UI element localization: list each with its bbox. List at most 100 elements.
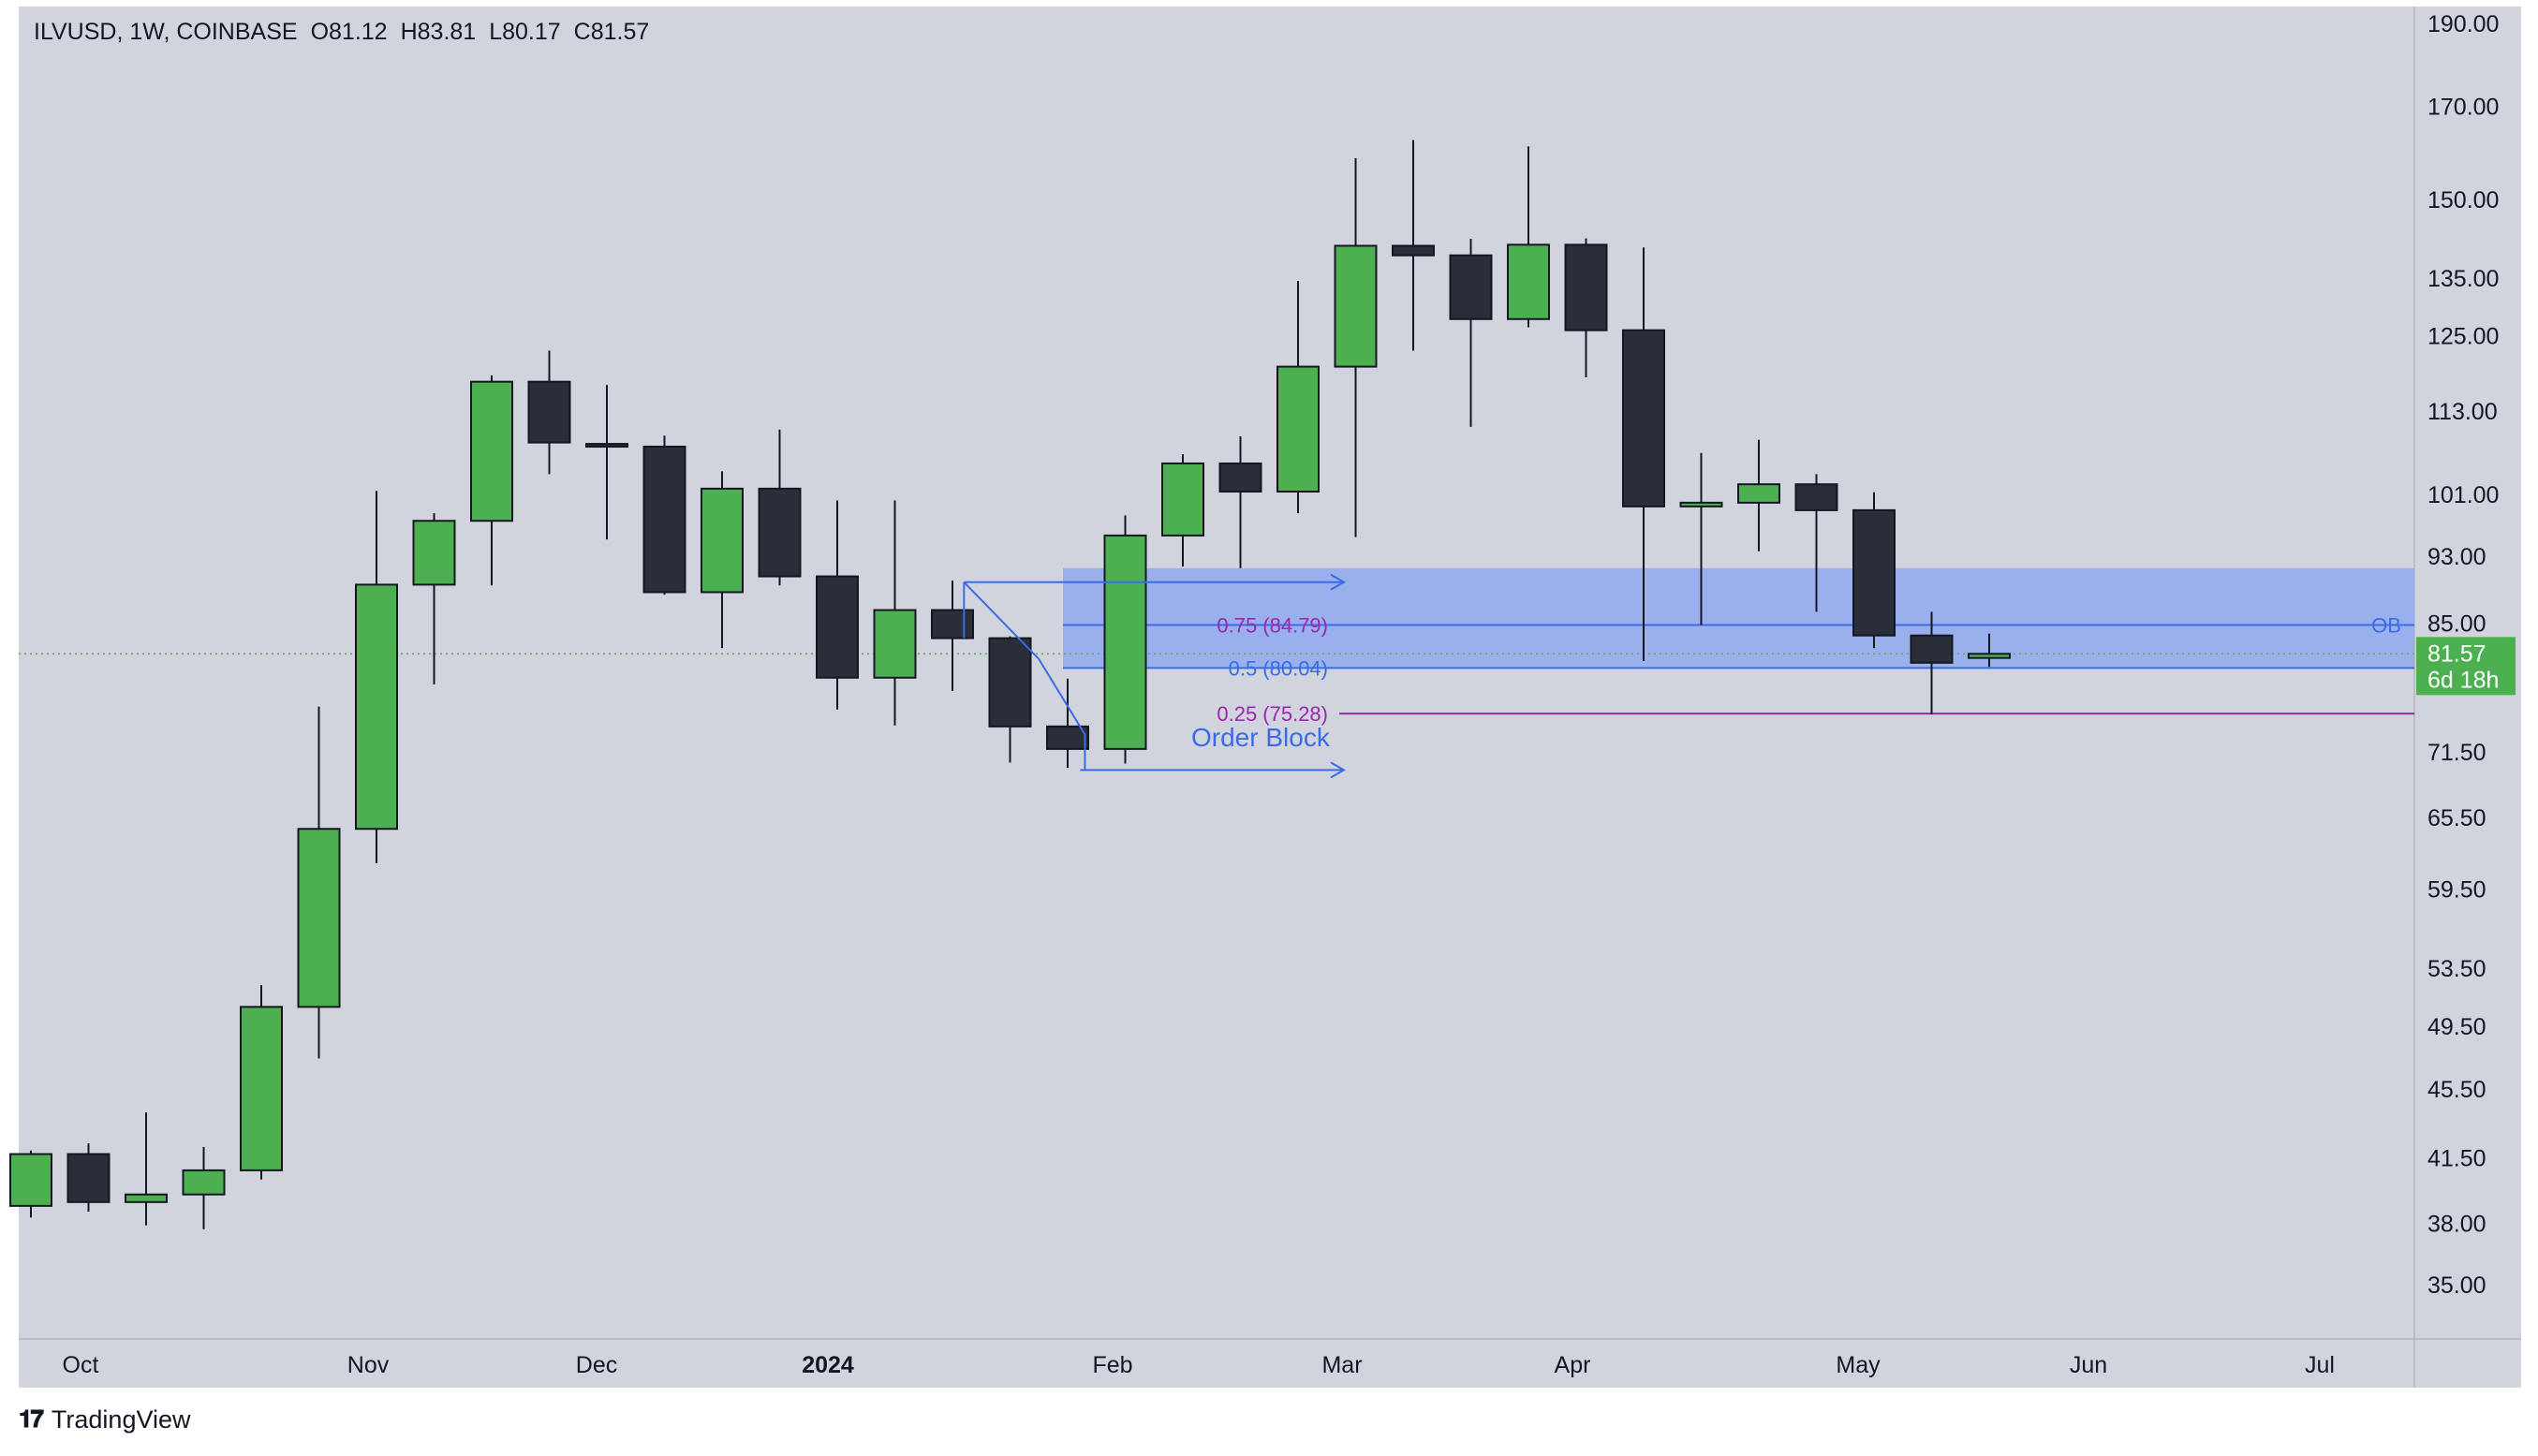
tradingview-brand: TradingView <box>51 1405 191 1434</box>
candle-body <box>240 1006 283 1171</box>
candle-body <box>585 443 628 449</box>
candle-3 <box>182 1146 226 1229</box>
fib-label-1: 0.5 (80.04) <box>1229 656 1328 680</box>
candle-body <box>66 1153 111 1203</box>
candle-20 <box>1161 454 1204 567</box>
x-label-0: Oct <box>63 1352 99 1378</box>
candle-body <box>1276 365 1320 493</box>
x-label-5: Mar <box>1321 1352 1362 1378</box>
candle-body <box>1161 462 1204 537</box>
candle-body <box>412 520 456 586</box>
candle-body <box>701 487 744 594</box>
y-tick-13: 49.50 <box>2427 1014 2486 1040</box>
y-tick-2: 150.00 <box>2427 187 2499 213</box>
candle-12 <box>701 471 744 649</box>
y-tick-15: 41.50 <box>2427 1145 2486 1171</box>
y-tick-9: 71.50 <box>2427 740 2486 766</box>
candle-1 <box>66 1143 111 1213</box>
x-label-1: Nov <box>347 1352 390 1378</box>
order-block-zone <box>1063 567 2414 669</box>
tradingview-logo-icon: 𝟏𝟕 <box>19 1405 44 1433</box>
candle-11 <box>642 435 686 596</box>
candle-26 <box>1507 146 1550 328</box>
candle-9 <box>527 350 571 475</box>
candle-33 <box>1910 611 1954 715</box>
candle-body <box>1737 483 1780 504</box>
x-label-4: Feb <box>1092 1352 1132 1378</box>
x-label-7: May <box>1836 1352 1881 1378</box>
candle-32 <box>1852 492 1896 649</box>
y-tick-7: 93.00 <box>2427 544 2486 570</box>
y-tick-1: 170.00 <box>2427 95 2499 121</box>
y-tick-12: 53.50 <box>2427 956 2486 982</box>
candle-17 <box>988 636 1032 763</box>
tradingview-footer[interactable]: 𝟏𝟕 TradingView <box>19 1405 191 1434</box>
candle-body <box>1852 508 1896 637</box>
candle-body <box>1794 483 1838 511</box>
candle-body <box>1910 634 1954 664</box>
candle-8 <box>470 375 513 586</box>
candle-31 <box>1794 474 1838 612</box>
candle-body <box>758 487 802 578</box>
ob-connector-b <box>963 581 1086 771</box>
y-tick-5: 113.00 <box>2427 399 2498 425</box>
candle-19 <box>1103 515 1147 764</box>
plot-background <box>19 7 2414 1339</box>
candle-body <box>988 637 1032 728</box>
price-tag-countdown: 6d 18h <box>2427 667 2499 693</box>
candle-body <box>182 1169 226 1196</box>
candle-27 <box>1564 238 1608 377</box>
open-value: O81.12 <box>310 19 388 45</box>
x-label-8: Jun <box>2070 1352 2107 1378</box>
candle-7 <box>412 513 456 684</box>
candle-15 <box>873 500 917 726</box>
symbol-header: ILVUSD, 1W, COINBASE O81.12 H83.81 L80.17 C8… <box>34 19 662 46</box>
candle-25 <box>1449 239 1493 427</box>
fib-label-0: 0.75 (84.79) <box>1217 613 1328 637</box>
high-value: H83.81 <box>400 19 477 45</box>
candle-22 <box>1276 281 1320 514</box>
y-tick-11: 59.50 <box>2427 876 2486 903</box>
candle-body <box>642 446 686 594</box>
candle-23 <box>1334 157 1378 537</box>
candle-10 <box>585 385 628 540</box>
y-tick-0: 190.00 <box>2427 11 2499 37</box>
candle-body <box>297 828 341 1008</box>
order-block-label: Order Block <box>1191 723 1331 752</box>
x-label-3: 2024 <box>802 1352 854 1378</box>
candle-body <box>470 380 513 522</box>
close-value: C81.57 <box>573 19 650 45</box>
fib-label-2: 0.25 (75.28) <box>1217 702 1328 726</box>
y-tick-3: 135.00 <box>2427 266 2499 292</box>
candle-14 <box>816 500 859 710</box>
candle-34 <box>1968 633 2011 668</box>
y-tick-14: 45.50 <box>2427 1077 2486 1103</box>
candle-body <box>1392 244 1435 257</box>
candle-29 <box>1679 452 1723 625</box>
candle-body <box>527 380 571 444</box>
candle-body <box>1968 653 2011 659</box>
y-tick-10: 65.50 <box>2427 805 2486 831</box>
y-tick-4: 125.00 <box>2427 323 2499 349</box>
candle-28 <box>1622 247 1665 661</box>
candle-4 <box>240 985 283 1180</box>
low-value: L80.17 <box>489 19 561 45</box>
candle-body <box>873 609 917 679</box>
ob-arrow-bottom-head <box>1330 761 1347 779</box>
candle-body <box>816 575 859 679</box>
candle-21 <box>1218 435 1262 568</box>
candle-body <box>1334 244 1378 368</box>
ob-arrow-top-head <box>1330 573 1347 591</box>
candle-body <box>1449 254 1493 320</box>
candle-body <box>1622 329 1665 507</box>
candle-body <box>931 609 974 640</box>
candle-0 <box>9 1150 52 1218</box>
candle-body <box>1103 534 1147 750</box>
candle-body <box>355 583 398 831</box>
candle-2 <box>125 1111 168 1226</box>
y-tick-6: 101.00 <box>2427 482 2499 508</box>
candle-24 <box>1392 140 1435 351</box>
x-label-2: Dec <box>576 1352 617 1378</box>
